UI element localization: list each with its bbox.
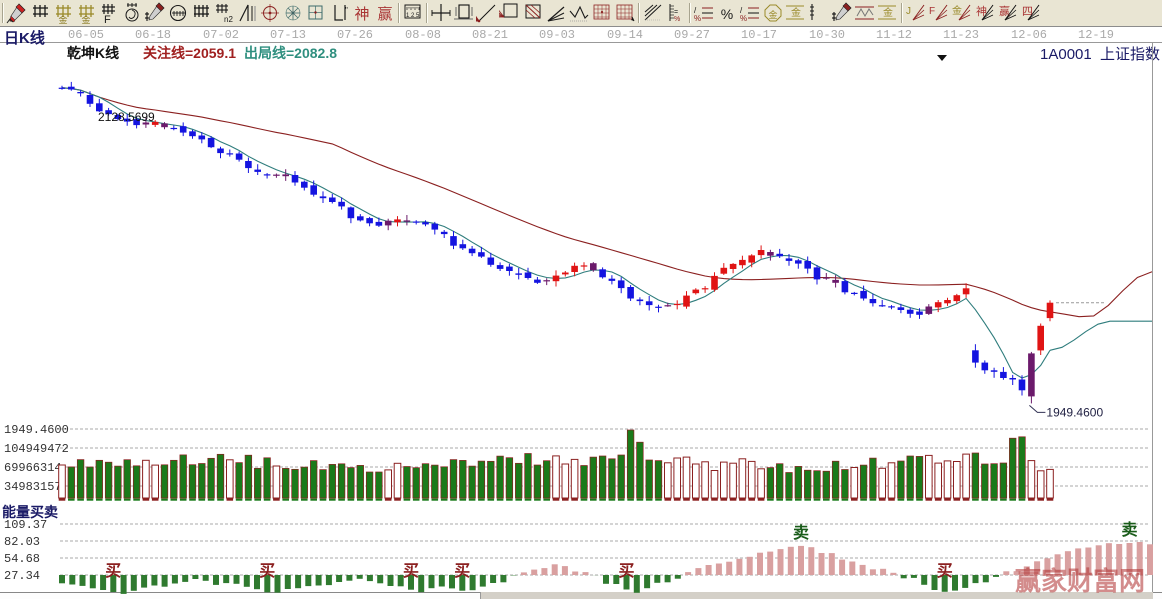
svg-text:买: 买: [403, 562, 419, 580]
svg-text:82.03: 82.03: [4, 535, 40, 549]
svg-text:金: 金: [791, 6, 801, 19]
svg-text:赢家财富网: 赢家财富网: [1015, 566, 1145, 596]
svg-text:F: F: [929, 6, 935, 17]
svg-text:金: 金: [952, 4, 962, 17]
svg-text:买: 买: [259, 562, 275, 580]
svg-text:买: 买: [618, 562, 634, 580]
svg-text:F: F: [104, 14, 111, 24]
svg-text:34983157: 34983157: [4, 480, 62, 494]
svg-text:69966314: 69966314: [4, 461, 62, 475]
svg-text:买: 买: [937, 562, 953, 580]
svg-text:%: %: [694, 14, 701, 23]
svg-text:%: %: [720, 6, 732, 22]
svg-text:神: 神: [354, 6, 369, 23]
svg-text:1949.4600: 1949.4600: [4, 424, 69, 437]
svg-text:J: J: [906, 6, 911, 17]
svg-text:1949.4600: 1949.4600: [1046, 405, 1103, 419]
svg-text:%: %: [674, 16, 680, 23]
svg-text:104949472: 104949472: [4, 442, 69, 456]
svg-text:54.68: 54.68: [4, 552, 40, 566]
svg-text:1 2 5: 1 2 5: [406, 13, 420, 19]
svg-text:赢: 赢: [377, 6, 392, 23]
svg-text:n2: n2: [224, 15, 233, 24]
svg-text:买: 买: [105, 562, 121, 580]
svg-text:%: %: [740, 14, 747, 23]
svg-text:卖: 卖: [793, 523, 809, 542]
svg-text:": ": [345, 6, 348, 15]
svg-text:金: 金: [883, 6, 893, 19]
svg-text:2128.5699: 2128.5699: [98, 110, 155, 124]
svg-text:卖: 卖: [1121, 520, 1137, 539]
svg-text:买: 买: [454, 562, 470, 580]
svg-text:27.34: 27.34: [4, 569, 40, 583]
svg-text:金: 金: [768, 9, 777, 20]
svg-text:=: =: [674, 9, 678, 16]
svg-text:金: 金: [58, 14, 67, 24]
svg-text:金: 金: [81, 14, 90, 24]
